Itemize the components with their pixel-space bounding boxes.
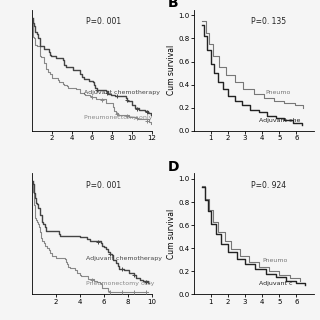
Text: Adjuvant che: Adjuvant che xyxy=(259,117,300,123)
Text: Pneumonectomy only: Pneumonectomy only xyxy=(86,281,154,286)
Text: Pneumo: Pneumo xyxy=(266,90,291,95)
Text: P=0. 924: P=0. 924 xyxy=(251,181,286,190)
Text: D: D xyxy=(167,160,179,174)
Y-axis label: Cum survival: Cum survival xyxy=(167,45,176,95)
Text: P=0. 135: P=0. 135 xyxy=(251,17,286,26)
Text: B: B xyxy=(167,0,178,10)
Y-axis label: Cum survival: Cum survival xyxy=(167,209,176,259)
Text: P=0. 001: P=0. 001 xyxy=(86,181,121,190)
Text: Adjuvant chemotherapy: Adjuvant chemotherapy xyxy=(84,90,160,95)
Text: Adjuvant chemotherapy: Adjuvant chemotherapy xyxy=(86,256,162,261)
Text: P=0. 001: P=0. 001 xyxy=(86,17,121,26)
Text: Pneumo: Pneumo xyxy=(262,258,288,263)
Text: Adjuvant c: Adjuvant c xyxy=(259,281,292,286)
Text: Pneumonectomy only: Pneumonectomy only xyxy=(84,115,152,120)
